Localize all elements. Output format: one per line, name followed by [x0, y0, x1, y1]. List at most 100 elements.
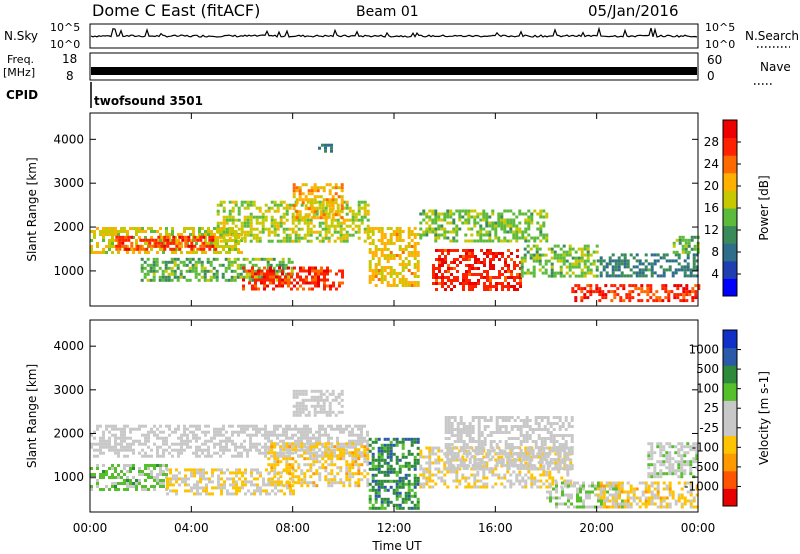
data-region [368, 227, 420, 287]
y-axis-title: Slant Range [km] [25, 364, 39, 468]
y-tick-label: 2000 [53, 426, 84, 440]
nsky-label: N.Sky [4, 29, 38, 43]
colorbar-tick-label: -25 [699, 421, 719, 435]
data-region [571, 284, 701, 303]
colorbar-segment [723, 172, 737, 191]
freq-tick-top: 18 [62, 52, 77, 66]
colorbar-segment [723, 208, 737, 227]
data-region [444, 416, 574, 470]
y-tick-label: 3000 [53, 383, 84, 397]
colorbar-tick-label: 100 [696, 382, 719, 396]
data-region [419, 209, 549, 243]
colorbar-segment [723, 190, 737, 209]
date-label: 05/Jan/2016 [588, 2, 679, 20]
colorbar-segment [723, 260, 737, 279]
colorbar-segment [723, 278, 737, 297]
y-tick-label: 4000 [53, 132, 84, 146]
cpid-label: CPID [6, 88, 38, 102]
data-region [520, 244, 599, 278]
freq-label-2: [MHz] [3, 66, 35, 79]
colorbar-frame [722, 329, 738, 507]
colorbar-segment [723, 453, 737, 472]
data-region [368, 437, 420, 510]
data-region [140, 257, 294, 282]
colorbar-tick-label: 20 [704, 179, 719, 193]
colorbar-title: Velocity [m s-1] [757, 371, 771, 465]
colorbar-tick-label: 500 [696, 362, 719, 376]
y-tick-label: 2000 [53, 220, 84, 234]
colorbar-segment [723, 382, 737, 401]
colorbar-segment [723, 488, 737, 507]
x-tick-label: 12:00 [377, 521, 412, 535]
colorbar-tick-label: 28 [704, 135, 719, 149]
y-tick-label: 4000 [53, 339, 84, 353]
colorbar-tick-label: -500 [692, 460, 719, 474]
data-region [267, 442, 370, 488]
data-region [115, 235, 218, 251]
x-tick-label: 00:00 [681, 521, 716, 535]
velocity-panel: 4000 3000 2000 1000 Slant Range [km] 00:00 04:… [25, 319, 771, 535]
data-region [90, 424, 369, 458]
data-region [596, 253, 699, 278]
nave-tick-top: 60 [707, 53, 722, 67]
colorbar-segment [723, 330, 737, 349]
power-panel: 4000 3000 2000 1000 Slant Range [km] 28 24 20 16… [25, 112, 771, 307]
colorbar-segment [723, 400, 737, 419]
colorbar-segment [723, 365, 737, 384]
x-tick-label: 00:00 [73, 521, 108, 535]
x-tick-label: 20:00 [579, 521, 614, 535]
x-tick-label: 04:00 [174, 521, 209, 535]
freq-tick-bottom: 8 [66, 69, 74, 83]
colorbar-segment [723, 347, 737, 366]
colorbar-segment [723, 120, 737, 139]
nsearch-tick-top: 10^5 [705, 21, 735, 34]
data-region [672, 235, 700, 254]
beam-label: Beam 01 [356, 4, 419, 20]
nsky-trace [90, 26, 698, 38]
colorbar-title: Power [dB] [757, 175, 771, 240]
colorbar-segment [723, 155, 737, 174]
station-title: Dome C East (fitACF) [92, 1, 260, 20]
data-region [90, 464, 168, 491]
colorbar-tick-label: 16 [704, 201, 719, 215]
colorbar-segment [723, 418, 737, 437]
y-tick-label: 3000 [53, 176, 84, 190]
x-tick-label: 08:00 [275, 521, 310, 535]
data-region [596, 481, 699, 509]
colorbar-segment [723, 225, 737, 244]
colorbar-tick-label: -1000 [684, 479, 719, 493]
y-axis-title: Slant Range [km] [25, 157, 39, 261]
y-tick-label: 1000 [53, 470, 84, 484]
nave-label: Nave [760, 60, 791, 74]
data-region [166, 468, 295, 496]
y-tick-label: 1000 [53, 264, 84, 278]
colorbar-segment [723, 435, 737, 454]
freq-label-1: Freq. [7, 53, 34, 66]
colorbar-tick-label: 4 [711, 267, 719, 281]
cpid-value: twofsound 3501 [94, 94, 203, 108]
nsky-tick-bottom: 10^0 [50, 38, 80, 51]
colorbar-tick-label: 12 [704, 223, 719, 237]
nsearch-tick-bottom: 10^0 [705, 38, 735, 51]
x-axis-title: Time UT [371, 539, 422, 553]
colorbar-segment [723, 137, 737, 156]
nsky-tick-top: 10^5 [50, 21, 80, 34]
data-region [292, 389, 344, 417]
data-region [432, 249, 522, 291]
colorbar-segment [723, 470, 737, 489]
colorbar-tick-label: 24 [704, 157, 719, 171]
nsky-strip [89, 23, 699, 49]
colorbar-tick-label: 25 [704, 401, 719, 415]
colorbar-tick-label: -100 [692, 440, 719, 454]
nsearch-label: N.Search [745, 29, 799, 43]
x-tick-label: 16:00 [478, 521, 513, 535]
nave-band [91, 67, 697, 75]
data-region [647, 442, 699, 479]
data-region [318, 143, 333, 153]
nave-tick-bottom: 0 [707, 69, 715, 83]
colorbar-tick-label: 8 [711, 245, 719, 259]
data-region [292, 183, 344, 220]
colorbar-tick-label: 1000 [688, 343, 719, 357]
colorbar-segment [723, 243, 737, 262]
